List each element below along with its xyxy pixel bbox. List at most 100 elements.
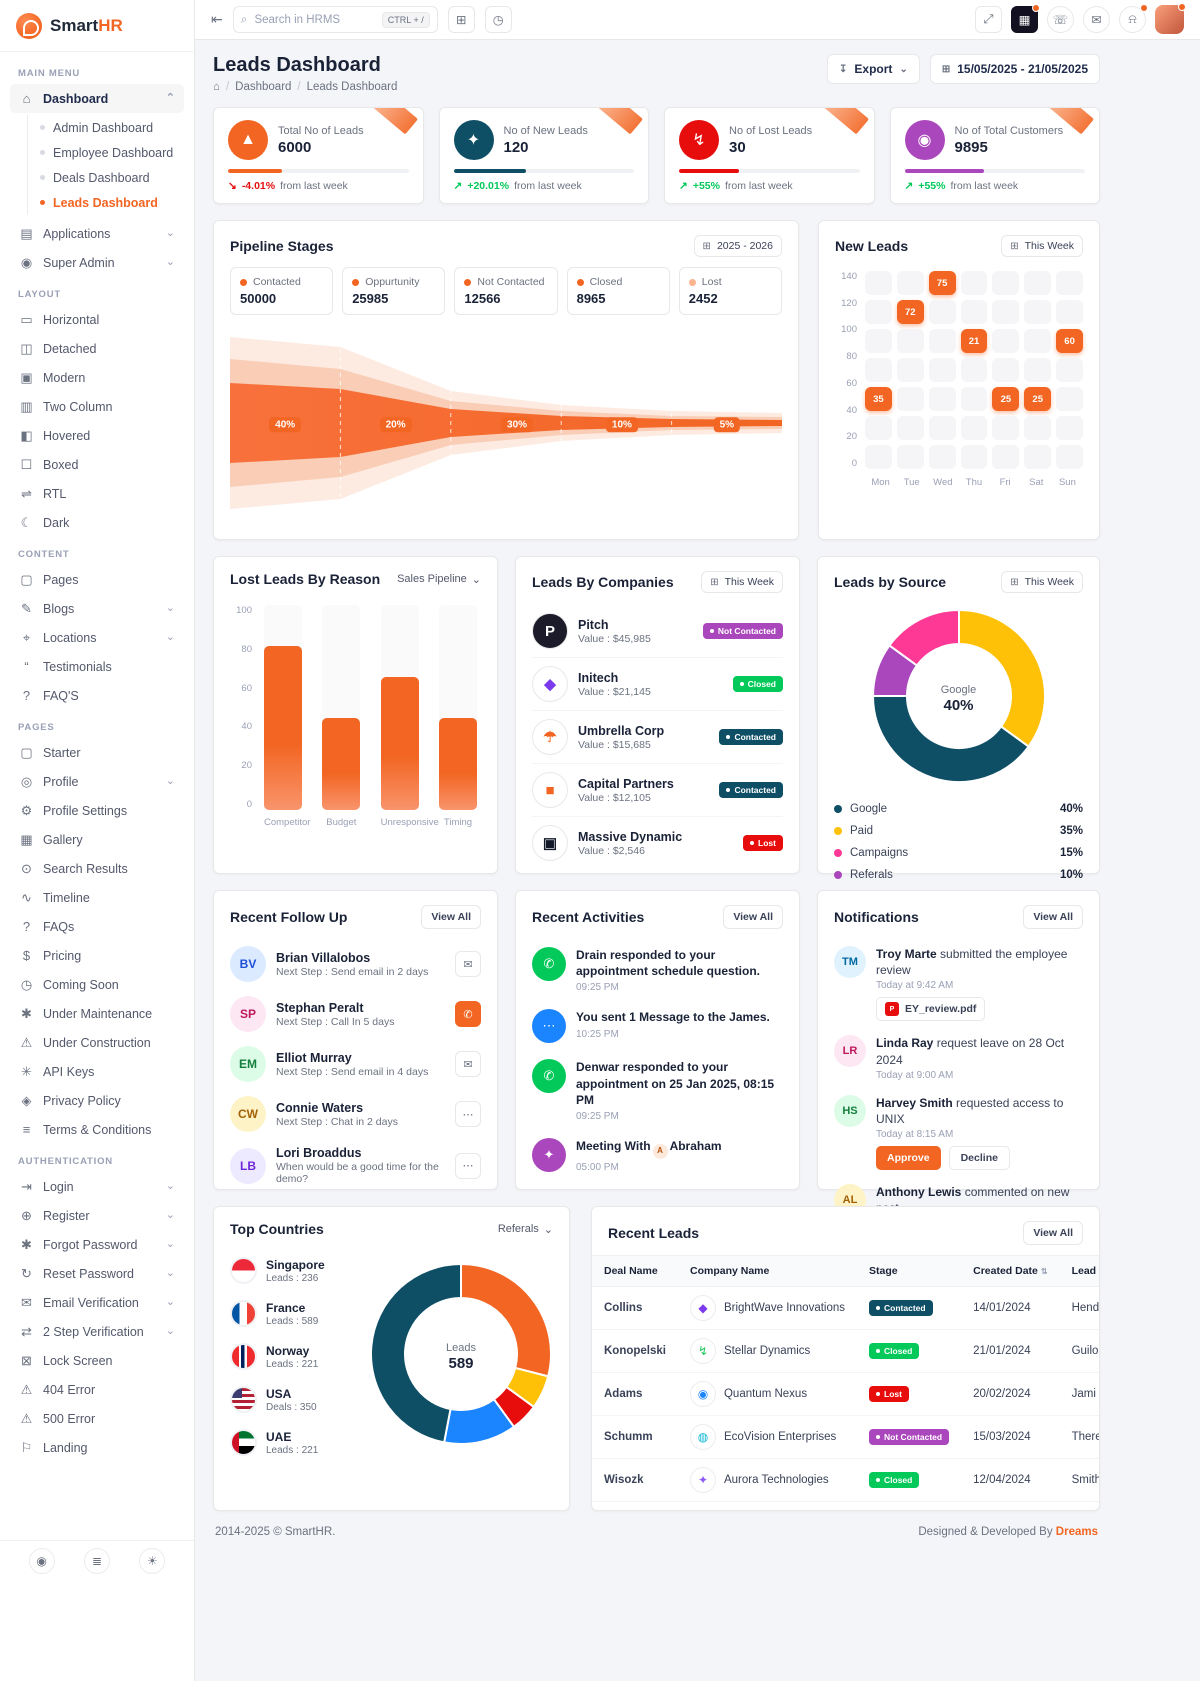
bell-icon[interactable]: ⍾ bbox=[1119, 4, 1148, 33]
sidebar-item[interactable]: ▣ Modern bbox=[10, 363, 184, 392]
chat-icon[interactable]: ⋯ bbox=[455, 1101, 481, 1127]
column-lead-owner[interactable]: Lead Owner bbox=[1059, 1255, 1099, 1287]
sidebar-item[interactable]: ⚠ 500 Error bbox=[10, 1404, 184, 1433]
notification-dot bbox=[1032, 4, 1040, 12]
sidebar-item[interactable]: ∿ Timeline bbox=[10, 883, 184, 912]
sidebar-item[interactable]: ☾ Dark bbox=[10, 508, 184, 537]
sidebar-item[interactable]: ⇌ RTL bbox=[10, 479, 184, 508]
view-all-button[interactable]: View All bbox=[1023, 1221, 1083, 1245]
mail-icon[interactable]: ✉ bbox=[1083, 6, 1110, 33]
sidebar-item[interactable]: ◎ Profile ⌄ bbox=[10, 767, 184, 796]
chevron-down-icon: ⌄ bbox=[899, 63, 908, 75]
column-created-date[interactable]: Created Date ⇅ bbox=[961, 1255, 1060, 1287]
view-all-button[interactable]: View All bbox=[1023, 905, 1083, 929]
sidebar-subitem[interactable]: Leads Dashboard bbox=[40, 190, 184, 215]
sidebar-item[interactable]: “ Testimonials bbox=[10, 652, 184, 681]
sidebar-item[interactable]: ◫ Detached bbox=[10, 334, 184, 363]
sidebar-item[interactable]: ✉ Email Verification ⌄ bbox=[10, 1288, 184, 1317]
sidebar-item[interactable]: ⊙ Search Results bbox=[10, 854, 184, 883]
sidebar-item[interactable]: ▢ Pages bbox=[10, 565, 184, 594]
sidebar-item[interactable]: ◉ Super Admin ⌄ bbox=[10, 248, 184, 277]
source-period-picker[interactable]: ⊞ This Week bbox=[1001, 571, 1083, 593]
call-icon[interactable]: ✆ bbox=[455, 1001, 481, 1027]
pipeline-period-picker[interactable]: ⊞ 2025 - 2026 bbox=[693, 235, 782, 257]
sidebar-subitem[interactable]: Deals Dashboard bbox=[40, 165, 184, 190]
dark-icon: ☾ bbox=[20, 514, 33, 530]
sidebar-item-dashboard[interactable]: ⌂ Dashboard ⌃ bbox=[10, 84, 184, 113]
grid-icon[interactable]: ⊞ bbox=[447, 6, 475, 33]
sidebar-item[interactable]: ▦ Gallery bbox=[10, 825, 184, 854]
sidebar-item[interactable]: ✱ Under Maintenance bbox=[10, 999, 184, 1028]
sidebar-item[interactable]: ⚐ Landing bbox=[10, 1433, 184, 1462]
view-all-button[interactable]: View All bbox=[421, 905, 481, 929]
mail-icon[interactable]: ✉ bbox=[455, 951, 481, 977]
sidebar-item[interactable]: ⊠ Lock Screen bbox=[10, 1346, 184, 1375]
date-range-picker[interactable]: ⊞ 15/05/2025 - 21/05/2025 bbox=[929, 54, 1100, 84]
sidebar-item[interactable]: ≡ Terms & Conditions bbox=[10, 1115, 184, 1144]
sales-pipeline-dropdown[interactable]: Sales Pipeline ⌄ bbox=[397, 573, 481, 586]
column-company-name[interactable]: Company Name bbox=[677, 1255, 858, 1287]
column-deal-name[interactable]: Deal Name bbox=[592, 1255, 678, 1287]
approve-button[interactable]: Approve bbox=[876, 1146, 941, 1171]
apps-icon[interactable]: ▦ bbox=[1011, 4, 1040, 33]
sidebar-item[interactable]: ✳ API Keys bbox=[10, 1057, 184, 1086]
menu-icon[interactable]: ≣ bbox=[83, 1547, 110, 1574]
sidebar-item[interactable]: ⚠ Under Construction bbox=[10, 1028, 184, 1057]
chat-icon[interactable]: ⋯ bbox=[455, 1152, 481, 1179]
attachment-chip[interactable]: P EY_review.pdf bbox=[876, 997, 986, 1022]
pages-icon: ▢ bbox=[20, 571, 33, 587]
sidebar-item[interactable]: ↻ Reset Password ⌄ bbox=[10, 1259, 184, 1288]
heatmap-cell: 25 bbox=[1024, 387, 1052, 411]
sidebar-item[interactable]: ✱ Forgot Password ⌄ bbox=[10, 1230, 184, 1259]
fullscreen-icon[interactable]: ⤢ bbox=[975, 6, 1002, 33]
sidebar-item[interactable]: ? FAQ'S bbox=[10, 681, 184, 710]
sidebar-item[interactable]: ⌖ Locations ⌄ bbox=[10, 623, 184, 652]
avatar[interactable] bbox=[1155, 3, 1186, 34]
lead-owner-cell: Jami bbox=[1059, 1372, 1099, 1416]
sidebar-item[interactable]: ◷ Coming Soon bbox=[10, 970, 184, 999]
scheduler-icon[interactable]: ◷ bbox=[484, 6, 512, 33]
sidebar-item[interactable]: ▭ Horizontal bbox=[10, 305, 184, 334]
sidebar-item[interactable]: ⚠ 404 Error bbox=[10, 1375, 184, 1404]
heatmap-cell bbox=[1024, 300, 1052, 324]
view-all-button[interactable]: View All bbox=[723, 905, 783, 929]
dreams-link[interactable]: Dreams bbox=[1055, 1526, 1098, 1538]
home-icon[interactable]: ⌂ bbox=[213, 81, 220, 93]
support-icon[interactable]: ☏ bbox=[1047, 6, 1074, 33]
export-button[interactable]: ↧ Export ⌄ bbox=[827, 54, 920, 84]
sidebar-item[interactable]: ◈ Privacy Policy bbox=[10, 1086, 184, 1115]
pipeline-stages-card: Pipeline Stages ⊞ 2025 - 2026 Contacted … bbox=[213, 220, 799, 540]
heatmap-cell bbox=[960, 445, 988, 469]
sidebar-item[interactable]: ▥ Two Column bbox=[10, 392, 184, 421]
new-leads-period-picker[interactable]: ⊞ This Week bbox=[1001, 235, 1083, 257]
sidebar-subitem[interactable]: Admin Dashboard bbox=[40, 115, 184, 140]
breadcrumb-dashboard[interactable]: Dashboard bbox=[235, 81, 292, 93]
sidebar-item[interactable]: ⊕ Register ⌄ bbox=[10, 1201, 184, 1230]
sidebar-item[interactable]: ⇥ Login ⌄ bbox=[10, 1172, 184, 1201]
stat-value: 30 bbox=[729, 138, 746, 156]
sidebar-item[interactable]: ⚙ Profile Settings bbox=[10, 796, 184, 825]
sidebar-item[interactable]: ? FAQs bbox=[10, 912, 184, 941]
sidebar-subitem[interactable]: Employee Dashboard bbox=[40, 140, 184, 165]
y-axis-label: 100 bbox=[841, 324, 857, 336]
brand[interactable]: SmartHR bbox=[0, 0, 194, 52]
stat-value: 6000 bbox=[278, 138, 312, 156]
users-icon[interactable]: ◉ bbox=[28, 1547, 55, 1574]
referals-dropdown[interactable]: Referals ⌄ bbox=[497, 1223, 553, 1236]
search-input[interactable] bbox=[254, 13, 375, 26]
column-stage[interactable]: Stage bbox=[857, 1255, 962, 1287]
sidebar-item[interactable]: ☐ Boxed bbox=[10, 450, 184, 479]
mail-icon[interactable]: ✉ bbox=[455, 1051, 481, 1077]
search-box[interactable]: ⌕ CTRL + / bbox=[232, 6, 438, 33]
sidebar-item[interactable]: ✎ Blogs ⌄ bbox=[10, 594, 184, 623]
sidebar-item[interactable]: ⇄ 2 Step Verification ⌄ bbox=[10, 1317, 184, 1346]
brightness-icon[interactable]: ☀ bbox=[139, 1547, 166, 1574]
sidebar-item[interactable]: ◧ Hovered bbox=[10, 421, 184, 450]
sidebar-item[interactable]: $ Pricing bbox=[10, 941, 184, 970]
sidebar-item[interactable]: ▢ Starter bbox=[10, 738, 184, 767]
companies-period-picker[interactable]: ⊞ This Week bbox=[701, 571, 783, 593]
sidebar-item[interactable]: ▤ Applications ⌄ bbox=[10, 219, 184, 248]
sidebar-collapse-icon[interactable]: ⇤ bbox=[211, 11, 223, 27]
legend-row: Paid 35% bbox=[834, 820, 1083, 842]
decline-button[interactable]: Decline bbox=[948, 1146, 1010, 1171]
